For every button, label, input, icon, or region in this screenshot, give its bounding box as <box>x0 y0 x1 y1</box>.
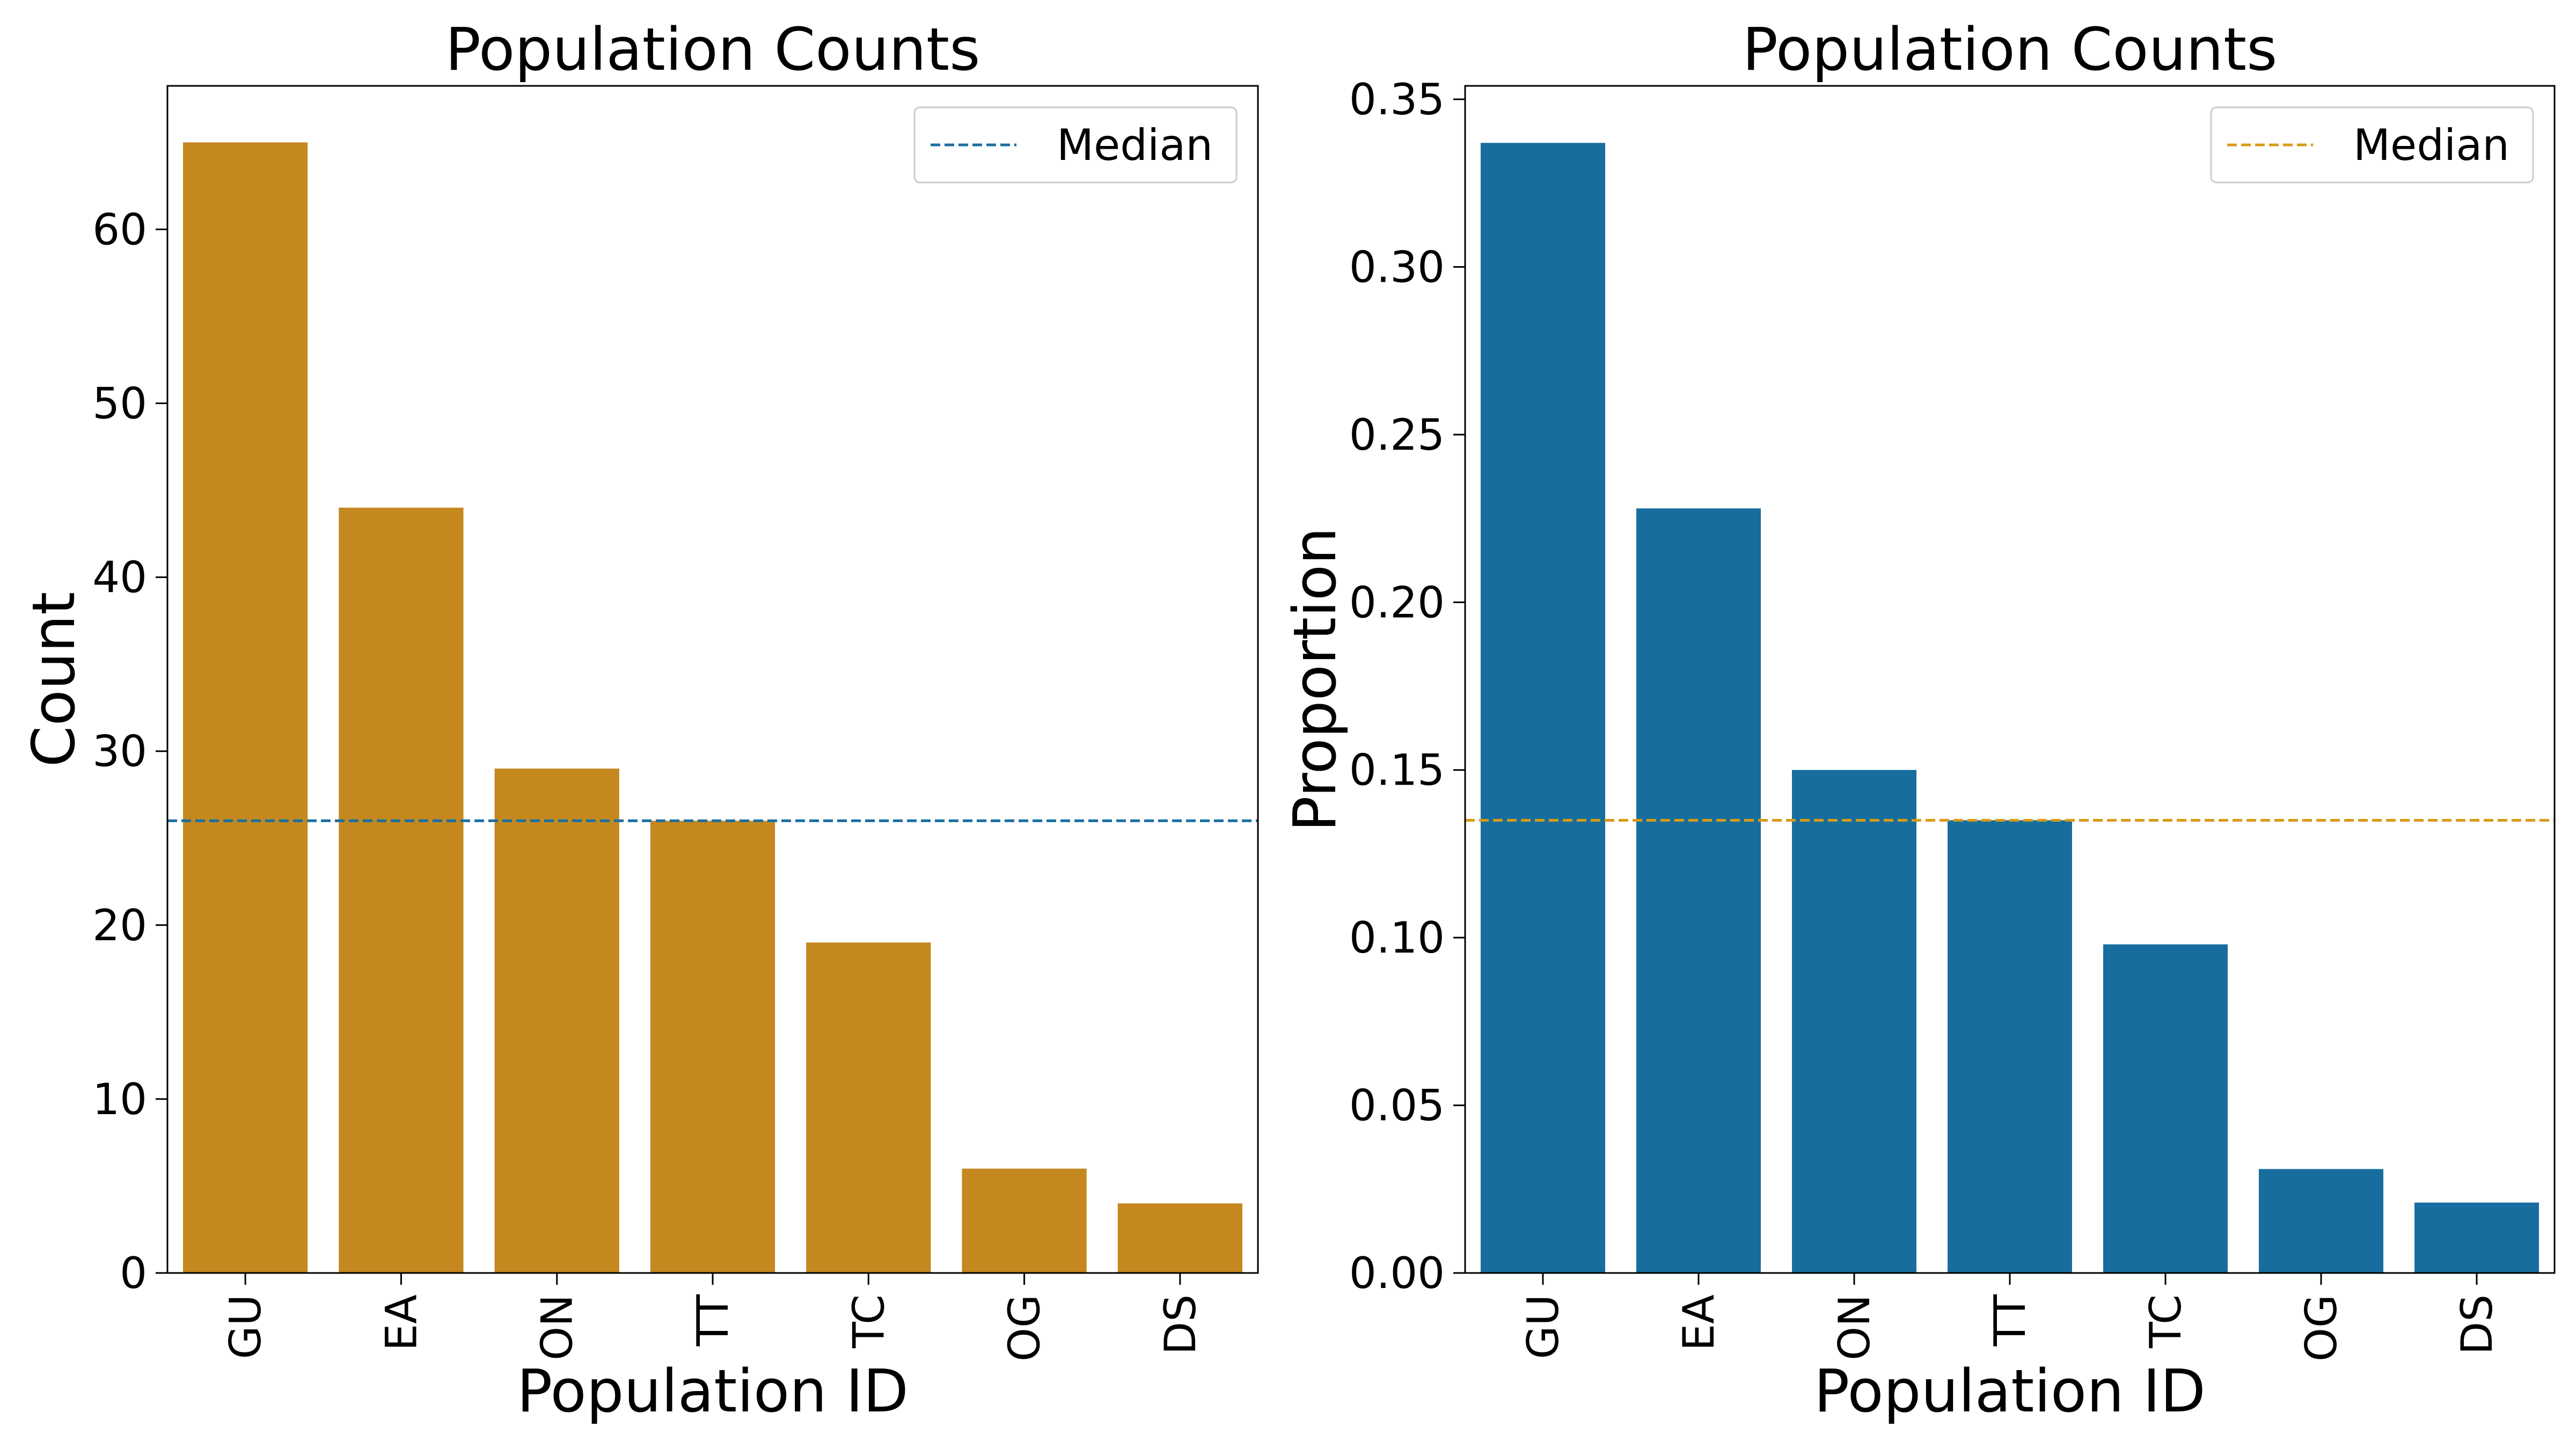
bars-group <box>183 142 1242 1274</box>
legend-box <box>2210 106 2534 184</box>
x-tick-label: DS <box>1155 1294 1205 1355</box>
x-tick-label: EA <box>376 1294 426 1351</box>
bar-TC <box>806 942 931 1273</box>
x-tick-label: EA <box>1674 1294 1724 1351</box>
y-axis: 0.00 0.05 0.10 0.15 0.20 0.25 0.30 0.35 <box>1349 75 1465 1298</box>
x-axis: GU EA ON TT TC OG DS <box>221 1273 1205 1362</box>
bar-DS <box>2414 1202 2539 1273</box>
legend: Median <box>2210 106 2534 184</box>
x-axis-label: Population ID <box>1814 1357 2206 1425</box>
bar-ON <box>1792 770 1916 1273</box>
x-tick-label: GU <box>221 1294 270 1359</box>
x-tick-label: OG <box>1000 1294 1050 1362</box>
y-tick-label: 10 <box>92 1074 147 1124</box>
y-tick-label: 40 <box>92 553 147 603</box>
y-axis-label: Proportion <box>1280 527 1349 832</box>
y-tick-label: 0.05 <box>1349 1081 1445 1131</box>
chart-panel-right: Population Counts 0.000.050.100.150.200.… <box>1280 15 2556 1425</box>
x-axis: GU EA ON TT TC OG DS <box>1518 1273 2502 1362</box>
x-tick-label: TC <box>2141 1294 2191 1349</box>
y-tick-label: 0 <box>120 1248 147 1298</box>
bar-EA <box>339 507 464 1273</box>
legend-box <box>913 106 1238 184</box>
bar-TC <box>2103 944 2228 1273</box>
bar-OG <box>2259 1169 2383 1273</box>
bar-DS <box>1117 1203 1242 1273</box>
x-tick-label: ON <box>1829 1294 1879 1360</box>
bar-TT <box>650 821 775 1273</box>
legend: Median <box>913 106 1238 184</box>
x-tick-label: GU <box>1518 1294 1568 1359</box>
bar-OG <box>962 1168 1087 1273</box>
y-axis-label: Count <box>19 592 88 767</box>
y-tick-label: 0.00 <box>1349 1248 1445 1298</box>
x-axis-label: Population ID <box>517 1357 909 1425</box>
x-tick-label: ON <box>532 1294 582 1360</box>
y-axis: 0 10 20 30 40 50 60 <box>92 204 167 1298</box>
chart-panel-left: Population Counts 0 10 20 30 40 50 60 GU EA ON TT… <box>19 15 1259 1425</box>
y-tick-label: 0.25 <box>1349 410 1445 460</box>
bar-ON <box>494 769 619 1273</box>
y-tick-label: 0.20 <box>1349 577 1445 627</box>
bar-TT <box>1948 820 2072 1273</box>
x-tick-label: DS <box>2452 1294 2502 1355</box>
y-tick-label: 0.10 <box>1349 913 1445 963</box>
bars-group <box>1481 143 2539 1273</box>
chart-title: Population Counts <box>445 15 980 84</box>
x-tick-label: TC <box>844 1294 894 1349</box>
legend-label: Median <box>2353 120 2509 170</box>
bar-GU <box>1481 143 1605 1273</box>
y-tick-label: 20 <box>92 901 147 950</box>
y-tick-label: 30 <box>92 727 147 777</box>
y-tick-label: 0.30 <box>1349 242 1445 292</box>
y-tick-label: 0.15 <box>1349 745 1445 795</box>
chart-title: Population Counts <box>1743 15 2278 84</box>
y-tick-label: 50 <box>92 378 147 428</box>
x-tick-label: TT <box>688 1294 738 1346</box>
bar-EA <box>1636 508 1761 1273</box>
y-tick-label: 0.35 <box>1349 75 1445 125</box>
x-tick-label: OG <box>2296 1294 2346 1362</box>
y-tick-label: 60 <box>92 204 147 254</box>
bar-GU <box>183 142 308 1274</box>
legend-label: Median <box>1057 120 1213 170</box>
x-tick-label: TT <box>1985 1294 2035 1346</box>
